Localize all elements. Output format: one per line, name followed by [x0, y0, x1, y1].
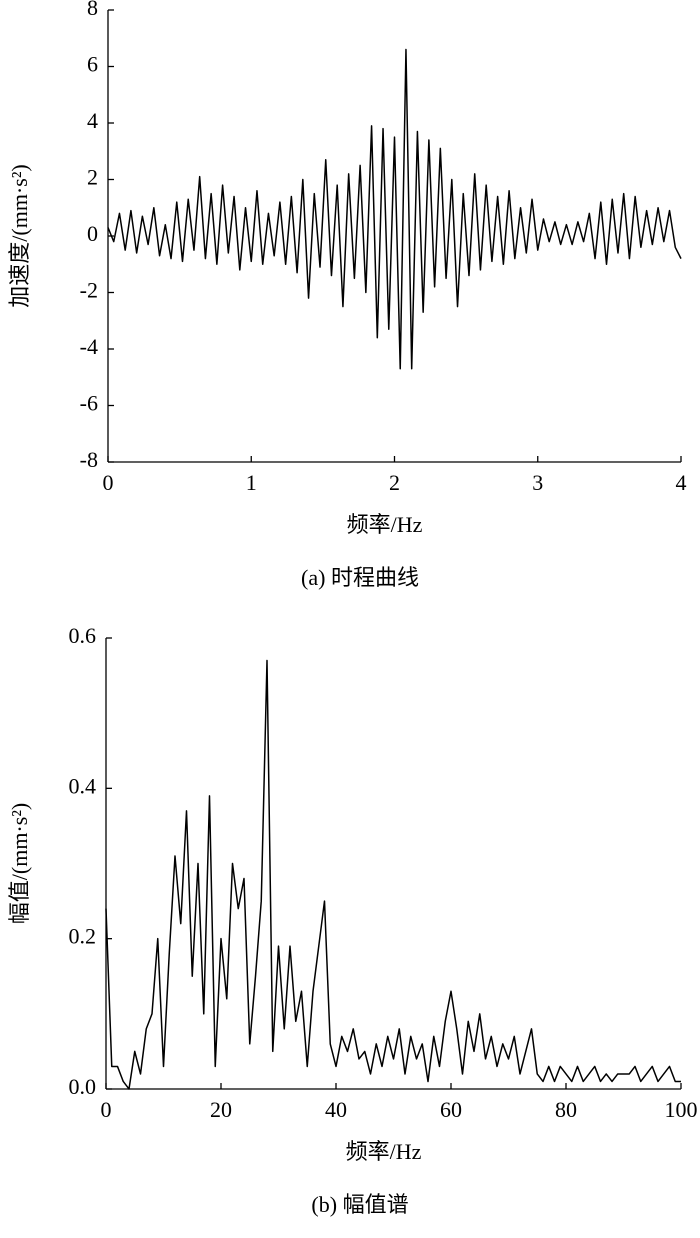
x-tick-label: 3	[532, 470, 543, 495]
y-tick-label: 2	[87, 165, 98, 190]
caption: (b) 幅值谱	[311, 1192, 408, 1217]
y-tick-label: -4	[80, 334, 98, 359]
x-tick-label: 80	[555, 1097, 577, 1122]
x-tick-label: 60	[440, 1097, 462, 1122]
data-line	[107, 48, 682, 370]
x-tick-label: 20	[210, 1097, 232, 1122]
y-axis-label: 加速度/(mm·s²)	[7, 164, 32, 307]
x-tick-label: 0	[101, 1097, 112, 1122]
y-axis-label: 幅值/(mm·s²)	[7, 803, 32, 924]
x-tick-label: 100	[665, 1097, 698, 1122]
y-tick-label: 0.2	[69, 924, 97, 949]
y-tick-label: -2	[80, 278, 98, 303]
x-tick-label: 40	[325, 1097, 347, 1122]
data-line	[105, 659, 681, 1090]
y-tick-label: 0.6	[69, 623, 97, 648]
y-tick-label: 6	[87, 52, 98, 77]
y-tick-label: 0	[87, 221, 98, 246]
y-tick-label: 0.0	[69, 1074, 97, 1099]
x-tick-label: 4	[676, 470, 687, 495]
y-tick-label: 4	[87, 108, 98, 133]
y-tick-label: -8	[80, 447, 98, 472]
x-tick-label: 1	[246, 470, 257, 495]
caption: (a) 时程曲线	[301, 565, 419, 590]
y-tick-label: -6	[80, 391, 98, 416]
x-axis-label: 频率/Hz	[346, 1139, 422, 1164]
y-tick-label: 0.4	[69, 773, 97, 798]
x-tick-label: 0	[103, 470, 114, 495]
x-tick-label: 2	[389, 470, 400, 495]
y-tick-label: 8	[87, 0, 98, 20]
x-axis-label: 频率/Hz	[347, 512, 423, 537]
